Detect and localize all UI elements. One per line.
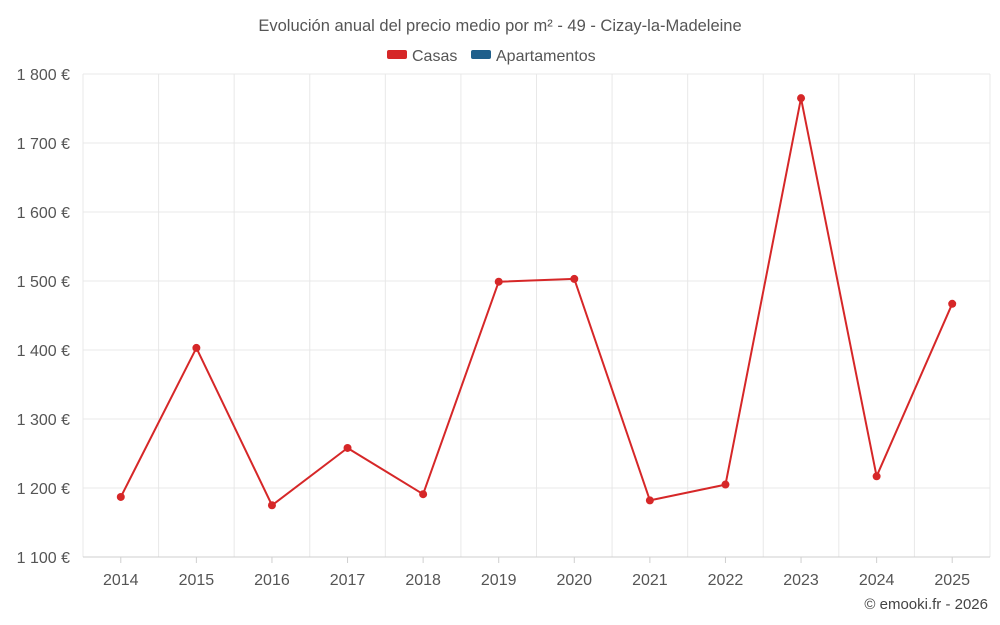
x-tick-label: 2019	[481, 572, 517, 589]
legend-swatch-apartamentos	[471, 50, 491, 59]
x-tick-label: 2015	[179, 572, 215, 589]
data-point-casas[interactable]	[343, 443, 352, 452]
x-tick-label: 2024	[859, 572, 895, 589]
x-tick-label: 2017	[330, 572, 366, 589]
data-point-casas[interactable]	[948, 299, 957, 308]
grid	[82, 73, 991, 557]
y-tick-label: 1 100 €	[17, 550, 70, 567]
series-casas	[116, 94, 957, 510]
series-line-casas	[119, 97, 954, 507]
y-axis-ticks: 1 100 € 1 200 € 1 300 € 1 400 € 1 500 € 1 600…	[17, 67, 70, 567]
y-tick-label: 1 700 €	[17, 136, 70, 153]
data-point-casas[interactable]	[267, 501, 276, 510]
data-point-casas[interactable]	[645, 496, 654, 505]
legend-label-casas: Casas	[412, 48, 457, 65]
y-tick-label: 1 600 €	[17, 205, 70, 222]
x-tick-label: 2021	[632, 572, 668, 589]
y-tick-label: 1 400 €	[17, 343, 70, 360]
data-point-casas[interactable]	[872, 472, 881, 481]
data-point-casas[interactable]	[116, 492, 125, 501]
x-tick-label: 2016	[254, 572, 290, 589]
x-axis-ticks: 2014 2015 2016 2017 2018 2019 2020 2021 2022 2023…	[103, 557, 970, 589]
x-tick-label: 2018	[405, 572, 441, 589]
legend-item-casas[interactable]: Casas	[387, 48, 457, 65]
data-point-casas[interactable]	[570, 274, 579, 283]
y-tick-label: 1 200 €	[17, 481, 70, 498]
data-point-casas[interactable]	[419, 490, 428, 499]
x-tick-label: 2023	[783, 572, 819, 589]
x-tick-label: 2020	[556, 572, 592, 589]
legend-swatch-casas	[387, 50, 407, 59]
legend-label-apartamentos: Apartamentos	[496, 48, 596, 65]
legend: Casas Apartamentos	[387, 48, 596, 65]
legend-item-apartamentos[interactable]: Apartamentos	[471, 48, 596, 65]
chart-title: Evolución anual del precio medio por m² …	[258, 17, 741, 35]
data-point-casas[interactable]	[192, 343, 201, 352]
credit-text: © emooki.fr - 2026	[864, 596, 988, 613]
x-tick-label: 2022	[708, 572, 744, 589]
data-point-casas[interactable]	[721, 480, 730, 489]
data-point-casas[interactable]	[797, 94, 806, 103]
x-tick-label: 2025	[934, 572, 970, 589]
data-point-casas[interactable]	[494, 277, 503, 286]
y-tick-label: 1 800 €	[17, 67, 70, 84]
y-tick-label: 1 500 €	[17, 274, 70, 291]
x-tick-label: 2014	[103, 572, 139, 589]
y-tick-label: 1 300 €	[17, 412, 70, 429]
